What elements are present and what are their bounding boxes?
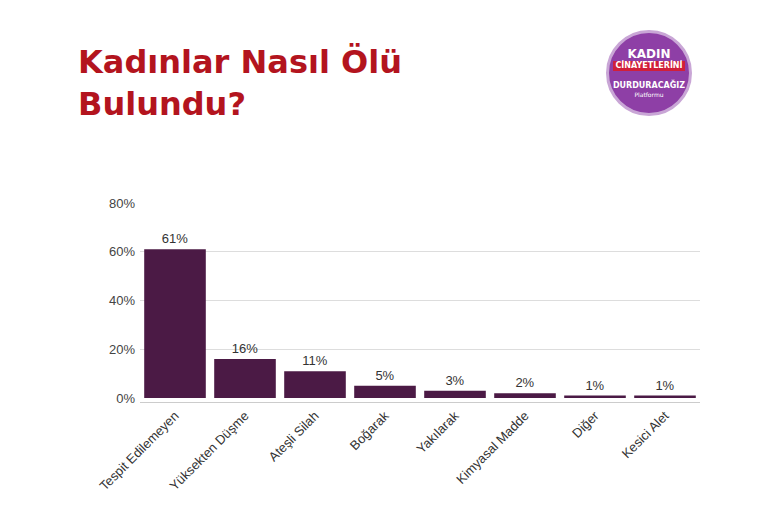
svg-text:80%: 80% [109, 196, 135, 211]
svg-text:Yüksekten Düşme: Yüksekten Düşme [167, 408, 252, 493]
html-text:KADIN: KADIN [627, 47, 671, 61]
svg-text:5%: 5% [375, 368, 394, 383]
html-text:Platformu: Platformu [634, 91, 664, 98]
svg-text:Yakılarak: Yakılarak [413, 408, 462, 457]
svg-text:40%: 40% [109, 293, 135, 308]
svg-text:60%: 60% [109, 244, 135, 259]
svg-text:Boğarak: Boğarak [347, 408, 392, 453]
svg-text:0%: 0% [116, 391, 135, 406]
svg-text:61%: 61% [162, 231, 188, 246]
html-text:DURDURACAĞIZ: DURDURACAĞIZ [612, 81, 686, 90]
svg-text:Kesici Alet: Kesici Alet [619, 408, 672, 461]
svg-text:Ateşli Silah: Ateşli Silah [266, 408, 322, 464]
svg-text:1%: 1% [585, 378, 604, 393]
svg-text:1%: 1% [655, 378, 674, 393]
svg-text:2%: 2% [515, 375, 534, 390]
svg-text:16%: 16% [232, 341, 258, 356]
svg-text:20%: 20% [109, 342, 135, 357]
svg-text:Kadınlar Nasıl ÖlüBulundu?: Kadınlar Nasıl ÖlüBulundu? [78, 43, 402, 123]
svg-text:11%: 11% [302, 353, 327, 368]
svg-text:Tespit Edilemeyen: Tespit Edilemeyen [97, 408, 182, 493]
svg-text:Kimyasal Madde: Kimyasal Madde [453, 408, 532, 487]
svg-text:Diğer: Diğer [569, 408, 602, 441]
html-text:CİNAYETLERİNİ: CİNAYETLERİNİ [615, 61, 683, 70]
svg-text:3%: 3% [445, 373, 464, 388]
